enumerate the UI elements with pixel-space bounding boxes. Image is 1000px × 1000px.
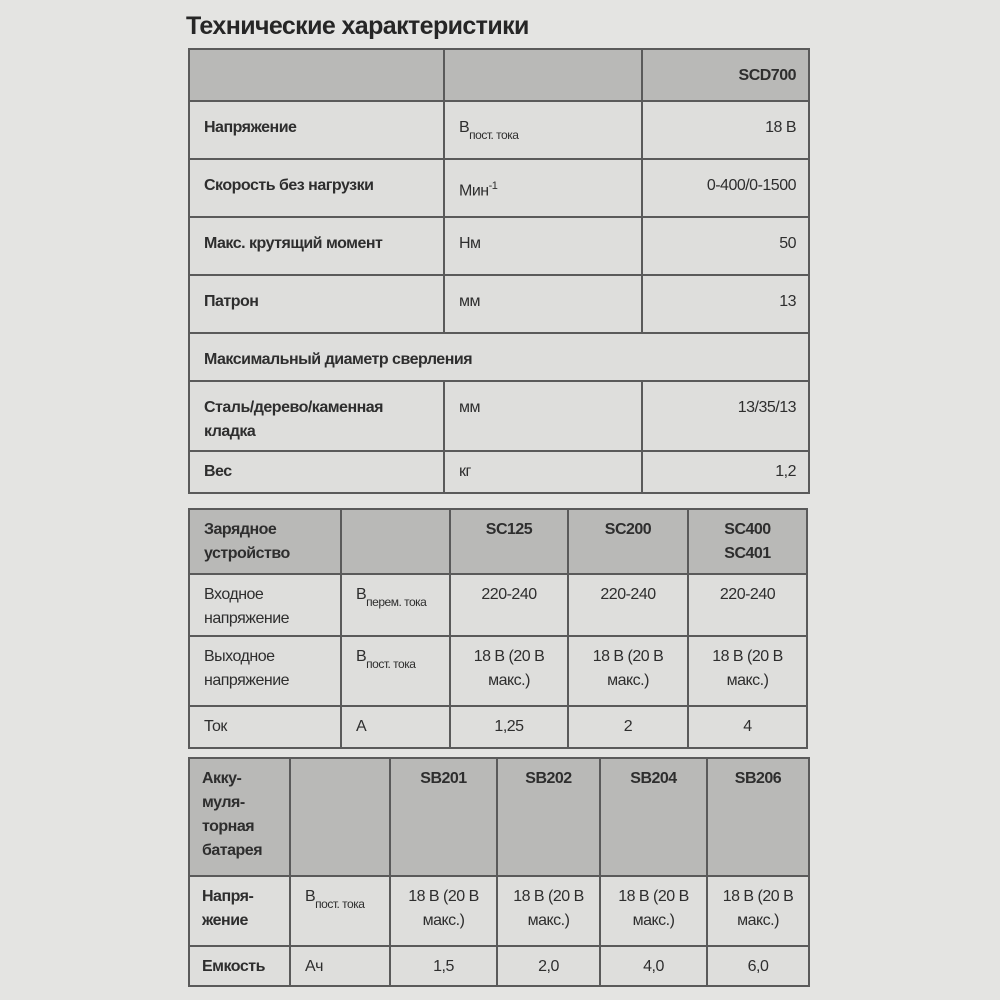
unit-cell: мм	[443, 274, 643, 334]
row-label: Макс. крутящий момент	[188, 216, 445, 276]
value-cell: 6,0	[706, 945, 810, 987]
model-header: SB204	[599, 757, 708, 877]
value-cell: 220-240	[687, 573, 808, 637]
value-cell: 4	[687, 705, 808, 749]
row-label: Входное напряжение	[188, 573, 342, 637]
value-cell: 1,2	[641, 450, 810, 494]
value-cell: 18 В (20 В макс.)	[687, 635, 808, 707]
unit-cell: Впост. тока	[289, 875, 391, 947]
value-cell: 0-400/0-1500	[641, 158, 810, 218]
value-cell: 18 В (20 В макс.)	[567, 635, 689, 707]
value-cell: 2,0	[496, 945, 601, 987]
value-cell: 18 В (20 В макс.)	[449, 635, 569, 707]
drill-spec-table: SCD700 Напряжение Впост. тока 18 В Скорост…	[188, 48, 810, 494]
table-header: Зарядное устройство	[188, 508, 342, 575]
value-cell: 18 В	[641, 100, 810, 160]
unit-cell: мм	[443, 380, 643, 452]
unit-cell: Ач	[289, 945, 391, 987]
model-header: SB201	[389, 757, 498, 877]
row-label: Вес	[188, 450, 445, 494]
value-cell: 50	[641, 216, 810, 276]
value-cell: 220-240	[449, 573, 569, 637]
value-cell: 220-240	[567, 573, 689, 637]
model-header: SC400 SC401	[687, 508, 808, 575]
row-label: Сталь/дерево/каменная кладка	[188, 380, 445, 452]
value-cell: 18 В (20 В макс.)	[599, 875, 708, 947]
value-cell: 18 В (20 В макс.)	[389, 875, 498, 947]
table-header: Акку-муля-торная батарея	[188, 757, 291, 877]
unit-cell: Вперем. тока	[340, 573, 451, 637]
value-cell: 13	[641, 274, 810, 334]
unit-cell: Мин-1	[443, 158, 643, 218]
value-cell: 2	[567, 705, 689, 749]
row-label: Ток	[188, 705, 342, 749]
value-cell: 18 В (20 В макс.)	[706, 875, 810, 947]
row-label: Напряжение	[188, 100, 445, 160]
value-cell: 1,25	[449, 705, 569, 749]
section-header: Максимальный диаметр сверления	[188, 332, 810, 382]
unit-cell: Впост. тока	[340, 635, 451, 707]
row-label: Скорость без нагрузки	[188, 158, 445, 218]
model-header: SB206	[706, 757, 810, 877]
value-cell: 18 В (20 В макс.)	[496, 875, 601, 947]
battery-spec-table: Акку-муля-торная батарея SB201 SB202 SB2…	[188, 757, 810, 987]
row-label: Выходное напряжение	[188, 635, 342, 707]
unit-cell: Нм	[443, 216, 643, 276]
model-header: SCD700	[641, 48, 810, 102]
model-header: SB202	[496, 757, 601, 877]
model-header: SC125	[449, 508, 569, 575]
row-label: Напря-жение	[188, 875, 291, 947]
value-cell: 13/35/13	[641, 380, 810, 452]
value-cell: 1,5	[389, 945, 498, 987]
charger-spec-table: Зарядное устройство SC125 SC200 SC400 SC…	[188, 508, 808, 749]
page-title: Технические характеристики	[186, 12, 529, 40]
unit-cell: А	[340, 705, 451, 749]
unit-cell: Впост. тока	[443, 100, 643, 160]
row-label: Патрон	[188, 274, 445, 334]
row-label: Емкость	[188, 945, 291, 987]
model-header: SC200	[567, 508, 689, 575]
unit-cell: кг	[443, 450, 643, 494]
value-cell: 4,0	[599, 945, 708, 987]
